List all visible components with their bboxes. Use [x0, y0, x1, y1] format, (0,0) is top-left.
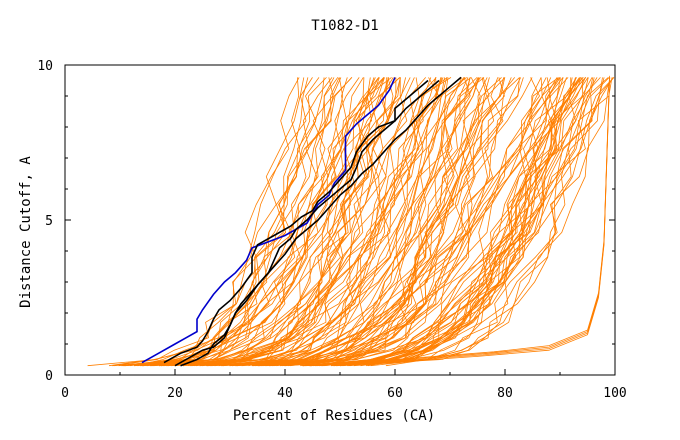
- background-curve: [336, 77, 613, 367]
- outlier-curve: [372, 75, 610, 362]
- background-curve: [108, 77, 333, 367]
- y-tick-label: 5: [45, 214, 53, 229]
- background-curve: [206, 77, 440, 367]
- background-curve: [182, 77, 408, 367]
- background-curve: [187, 77, 406, 367]
- background-curve: [137, 77, 339, 367]
- background-curve: [259, 77, 512, 367]
- background-curve: [268, 77, 506, 367]
- background-curve: [160, 77, 415, 367]
- background-curve: [231, 77, 471, 367]
- x-tick-label: 100: [603, 386, 626, 401]
- background-curve: [333, 77, 583, 367]
- background-curve: [367, 77, 609, 367]
- background-curve: [261, 77, 448, 367]
- background-curve: [140, 77, 384, 367]
- background-curve: [201, 77, 465, 367]
- background-curve: [112, 77, 327, 367]
- background-curve: [189, 77, 466, 367]
- background-curve: [281, 77, 520, 367]
- x-tick-label: 80: [497, 386, 513, 401]
- background-curve: [129, 77, 352, 367]
- y-axis-label: Distance Cutoff, A: [18, 156, 34, 308]
- background-curve: [248, 77, 482, 367]
- background-curve: [303, 77, 561, 367]
- chart-title: T1082-D1: [311, 18, 378, 34]
- background-curve: [214, 77, 427, 367]
- background-curve: [288, 77, 490, 367]
- background-curve: [360, 77, 593, 367]
- background-curve: [230, 77, 436, 367]
- background-curve: [267, 77, 485, 367]
- background-curve: [385, 77, 615, 367]
- x-tick-label: 40: [277, 386, 293, 401]
- background-curve: [146, 77, 371, 367]
- background-curve: [218, 77, 444, 367]
- background-curve: [182, 77, 443, 367]
- background-curve: [263, 77, 506, 367]
- background-curves: [87, 75, 615, 367]
- background-curve: [316, 77, 540, 367]
- background-curve: [151, 77, 387, 367]
- background-curve: [174, 77, 385, 367]
- series-black-1: [163, 79, 429, 364]
- background-curve: [336, 77, 581, 367]
- background-curve: [160, 77, 392, 367]
- background-curve: [251, 77, 488, 367]
- background-curve: [272, 77, 504, 367]
- series-blue: [141, 77, 396, 364]
- highlight-curves: [141, 76, 462, 367]
- y-axis-ticks: 0 5 10: [37, 59, 615, 384]
- background-curve: [284, 77, 520, 367]
- background-curve: [266, 77, 569, 367]
- background-curve: [235, 77, 505, 367]
- background-curve: [124, 77, 340, 367]
- background-curve: [370, 77, 595, 367]
- background-curve: [310, 77, 589, 367]
- x-axis-label: Percent of Residues (CA): [233, 408, 435, 424]
- background-curve: [207, 77, 401, 367]
- background-curve: [87, 77, 300, 367]
- background-curve: [142, 77, 364, 367]
- background-curve: [123, 77, 353, 367]
- x-tick-label: 20: [167, 386, 183, 401]
- x-axis-ticks: 0 20 40 60 80 100: [61, 369, 627, 401]
- background-curve: [273, 77, 564, 367]
- y-tick-label: 10: [37, 59, 53, 74]
- background-curve: [269, 77, 533, 367]
- background-curve: [207, 77, 420, 367]
- background-curve: [174, 77, 401, 367]
- background-curve: [302, 77, 559, 367]
- background-curve: [124, 77, 305, 367]
- x-tick-label: 0: [61, 386, 69, 401]
- background-curve: [270, 77, 480, 367]
- background-curve: [199, 77, 394, 367]
- background-curve: [341, 77, 603, 367]
- background-curve: [353, 77, 589, 367]
- background-curve: [289, 77, 522, 367]
- series-black-3: [174, 76, 462, 367]
- background-curve: [142, 77, 344, 367]
- x-tick-label: 60: [387, 386, 403, 401]
- y-tick-label: 0: [45, 369, 53, 384]
- background-curve: [337, 77, 584, 367]
- background-curve: [319, 77, 577, 367]
- background-curve: [343, 77, 598, 367]
- background-curve: [200, 77, 467, 367]
- background-curve: [229, 77, 449, 367]
- background-curve: [339, 77, 605, 367]
- background-curve: [209, 77, 490, 367]
- background-curve: [276, 77, 567, 367]
- background-curve: [366, 77, 614, 367]
